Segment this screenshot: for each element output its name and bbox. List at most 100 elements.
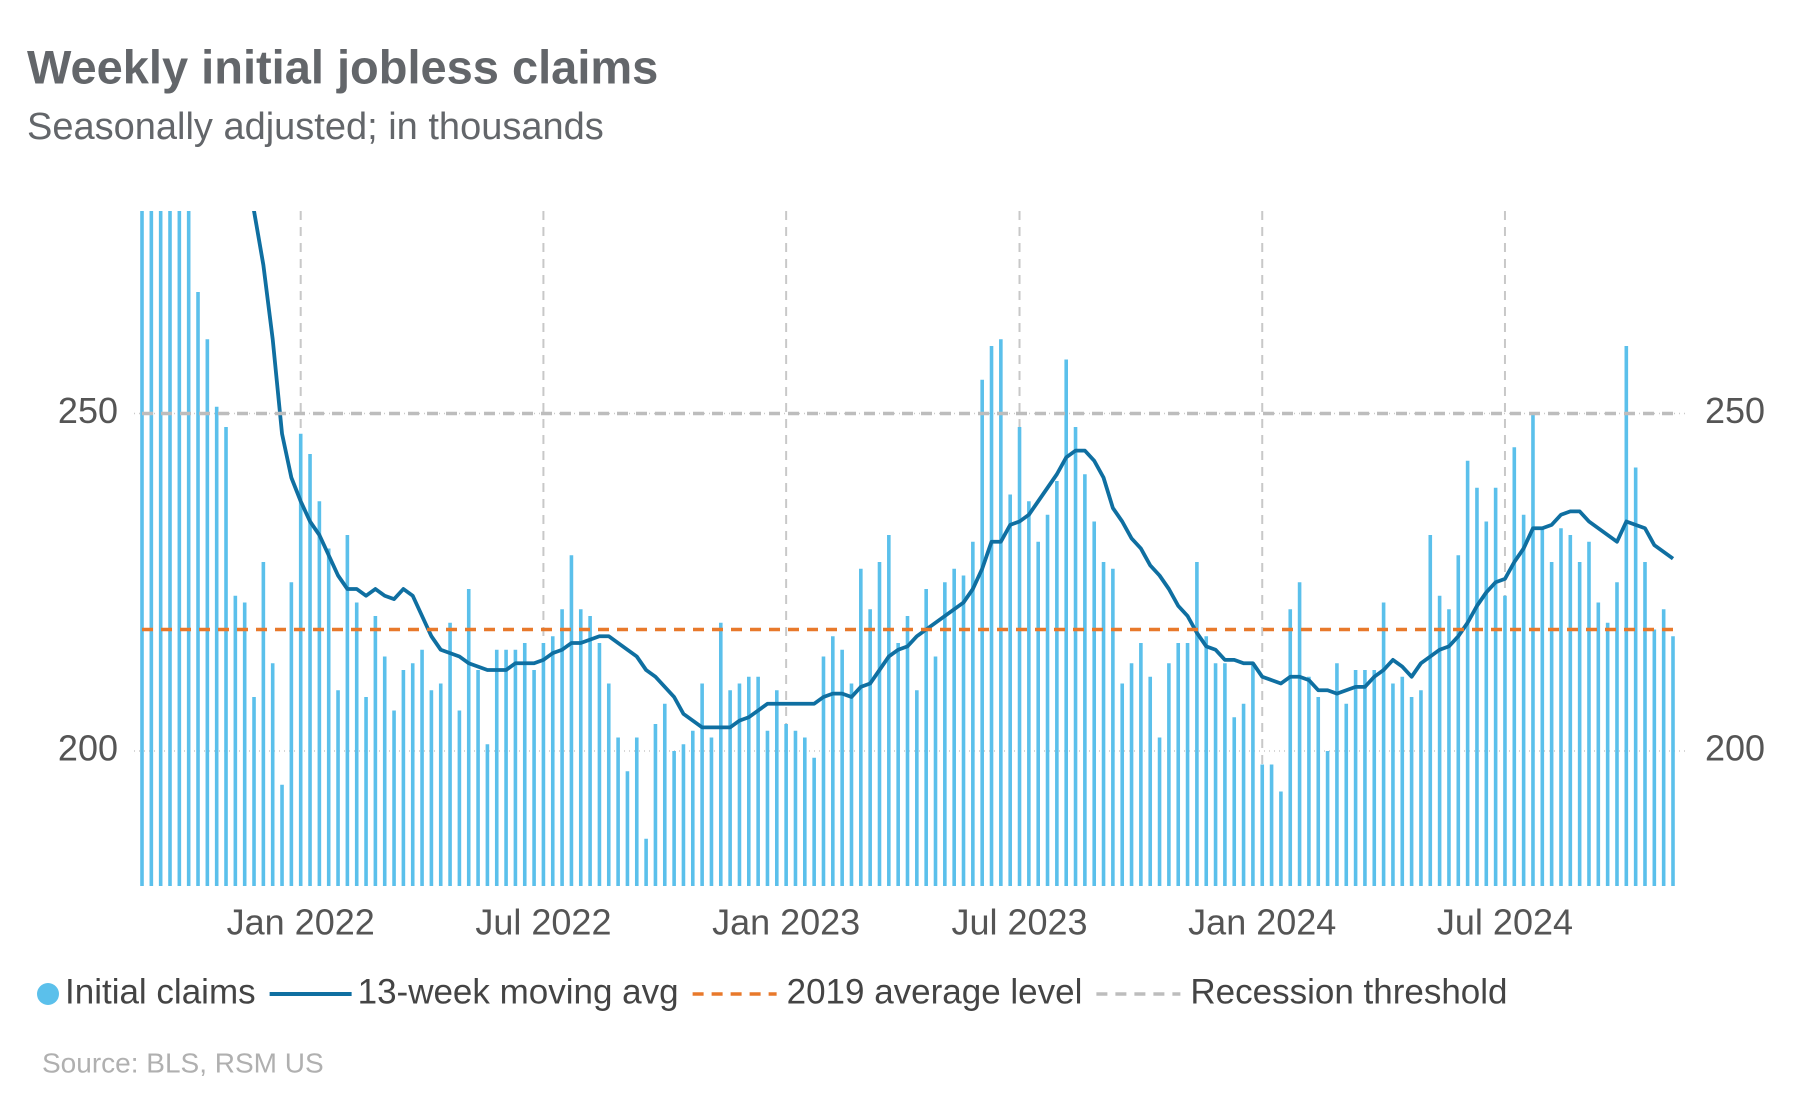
bar	[877, 562, 882, 886]
bar	[1671, 636, 1675, 886]
bar	[1568, 535, 1573, 886]
bar	[578, 609, 583, 886]
bar	[606, 683, 611, 886]
bar	[672, 751, 676, 886]
bar	[775, 690, 779, 886]
bar	[560, 609, 564, 886]
y-tick-label: 200	[58, 728, 118, 769]
bar	[401, 670, 406, 886]
bar	[831, 636, 835, 886]
bar	[1372, 670, 1377, 886]
bar	[1643, 562, 1647, 886]
bar	[1381, 602, 1386, 886]
legend: Initial claims 13-week moving avg 2019 ave…	[37, 972, 1508, 1011]
bar	[513, 649, 518, 886]
bar	[1596, 602, 1601, 886]
legend-label: Recession threshold	[1190, 972, 1507, 1011]
bar	[662, 703, 667, 886]
y-tick-label-right: 200	[1705, 728, 1765, 769]
bar	[336, 690, 340, 886]
chart-title: Weekly initial jobless claims	[27, 40, 658, 93]
bar	[915, 690, 919, 886]
bar	[765, 730, 770, 886]
bar	[784, 724, 788, 886]
bar	[1605, 622, 1610, 886]
bar	[1577, 562, 1582, 886]
bar	[868, 609, 872, 886]
bar	[1521, 514, 1526, 886]
bar	[1129, 663, 1134, 886]
bar	[1353, 670, 1358, 886]
bar	[1241, 703, 1246, 886]
bar	[298, 433, 303, 886]
bar	[1232, 717, 1237, 886]
bar	[1419, 690, 1423, 886]
bar	[896, 643, 900, 886]
bar	[1633, 467, 1638, 886]
bar	[420, 649, 424, 886]
bar	[859, 568, 863, 886]
bar	[1204, 636, 1209, 886]
bar	[569, 555, 574, 886]
bar	[690, 730, 695, 886]
bar	[961, 575, 966, 886]
chart-subtitle: Seasonally adjusted; in thousands	[27, 106, 604, 148]
bar	[1064, 359, 1069, 886]
bar	[1363, 670, 1367, 886]
bar	[289, 582, 294, 886]
reference-lines	[142, 411, 1673, 632]
x-tick-label: Jan 2023	[712, 902, 860, 943]
bar	[1615, 582, 1619, 886]
bar	[1297, 582, 1302, 886]
bar	[1027, 501, 1031, 886]
bar	[186, 211, 191, 886]
bar	[746, 676, 751, 886]
bar	[616, 737, 620, 886]
bar	[1652, 629, 1657, 886]
bar	[1017, 427, 1022, 886]
bar	[1400, 676, 1405, 886]
bar	[597, 643, 602, 886]
bar	[952, 568, 956, 886]
bar	[373, 616, 378, 886]
x-tick-label: Jan 2024	[1188, 902, 1336, 943]
legend-label: Initial claims	[65, 972, 256, 1011]
bar	[541, 643, 546, 886]
x-tick-label: Jul 2023	[951, 902, 1087, 943]
bar	[168, 211, 172, 886]
bar	[1391, 683, 1395, 886]
bar	[457, 710, 462, 886]
bar	[233, 595, 238, 886]
bar	[989, 346, 994, 886]
bar	[494, 649, 499, 886]
bar	[1428, 535, 1433, 886]
bar	[476, 670, 480, 886]
bar	[504, 649, 508, 886]
bar	[933, 656, 938, 886]
bar	[326, 548, 331, 886]
moving-average-line	[252, 211, 1675, 730]
bar	[812, 757, 816, 886]
bar	[270, 663, 275, 886]
bar	[261, 562, 266, 886]
bar	[793, 730, 798, 886]
bar	[550, 636, 555, 886]
y-tick-label: 250	[58, 390, 118, 431]
bar	[158, 211, 163, 886]
bar	[1251, 663, 1255, 886]
bar	[1493, 487, 1498, 886]
bar	[1120, 683, 1125, 886]
bar	[653, 724, 658, 886]
bar	[1409, 697, 1414, 886]
plot-area	[140, 211, 1675, 886]
bar	[1260, 764, 1265, 886]
bar	[466, 589, 471, 886]
bar	[1139, 643, 1143, 886]
bar	[317, 501, 322, 886]
x-tick-label: Jul 2024	[1437, 902, 1573, 943]
bar	[1008, 494, 1012, 886]
bar	[1447, 609, 1451, 886]
bar	[485, 744, 490, 886]
bar	[242, 602, 247, 886]
bar	[700, 683, 704, 886]
